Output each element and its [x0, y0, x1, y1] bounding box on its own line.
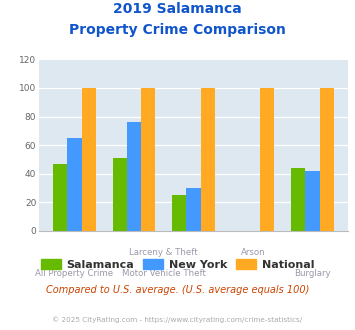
- Text: © 2025 CityRating.com - https://www.cityrating.com/crime-statistics/: © 2025 CityRating.com - https://www.city…: [53, 317, 302, 323]
- Text: Arson: Arson: [241, 248, 265, 257]
- Bar: [53, 164, 67, 231]
- Text: All Property Crime: All Property Crime: [36, 269, 114, 278]
- Bar: [67, 138, 82, 231]
- Bar: [127, 122, 141, 231]
- Text: 2019 Salamanca: 2019 Salamanca: [113, 2, 242, 16]
- Bar: [141, 88, 155, 231]
- Bar: [82, 88, 96, 231]
- Legend: Salamanca, New York, National: Salamanca, New York, National: [37, 255, 318, 274]
- Bar: [172, 195, 186, 231]
- Text: Property Crime Comparison: Property Crime Comparison: [69, 23, 286, 37]
- Bar: [113, 158, 127, 231]
- Bar: [201, 88, 215, 231]
- Bar: [260, 88, 274, 231]
- Text: Larceny & Theft: Larceny & Theft: [130, 248, 198, 257]
- Bar: [320, 88, 334, 231]
- Bar: [305, 171, 320, 231]
- Bar: [186, 188, 201, 231]
- Text: Compared to U.S. average. (U.S. average equals 100): Compared to U.S. average. (U.S. average …: [46, 285, 309, 295]
- Bar: [291, 168, 305, 231]
- Text: Burglary: Burglary: [294, 269, 331, 278]
- Text: Motor Vehicle Theft: Motor Vehicle Theft: [122, 269, 206, 278]
